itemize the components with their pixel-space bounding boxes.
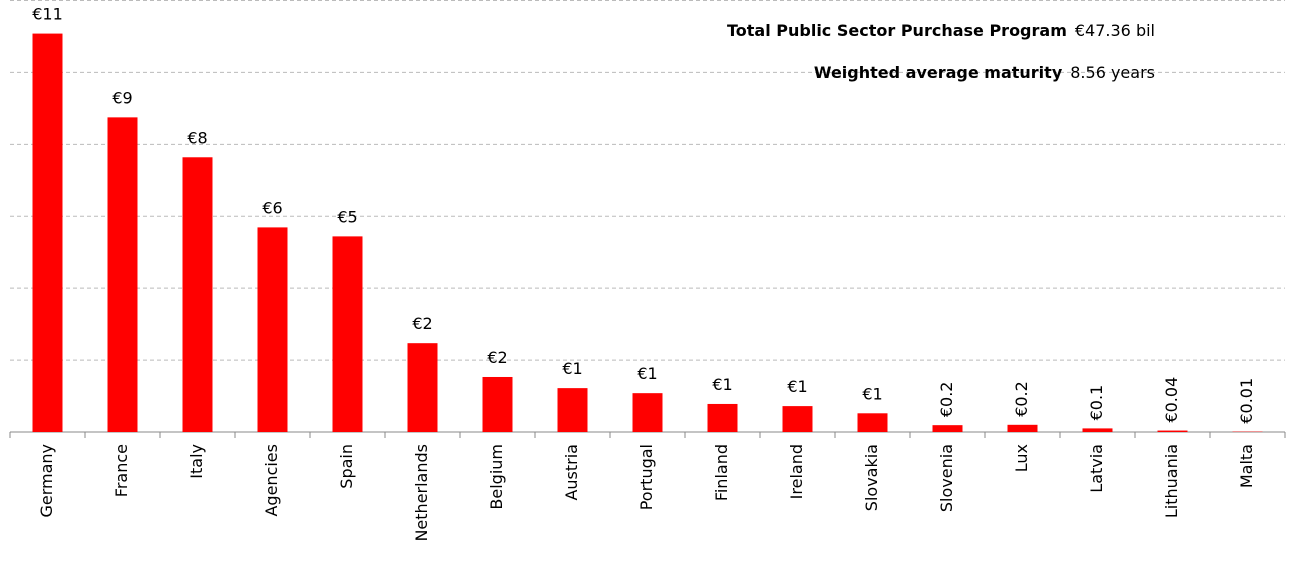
bar: [257, 227, 288, 432]
bar: [932, 425, 963, 432]
bar: [1082, 428, 1113, 432]
x-tick-label: Lithuania: [1162, 444, 1181, 518]
annotation-value: €47.36 bil: [1075, 21, 1155, 40]
annotation: Weighted average maturity 8.56 years: [814, 63, 1155, 82]
x-tick-label: Italy: [187, 444, 206, 479]
value-label: €2: [412, 314, 432, 333]
value-label: €1: [862, 384, 882, 403]
value-label: €9: [112, 88, 132, 107]
bar: [782, 406, 813, 432]
x-tick-label: Austria: [562, 444, 581, 501]
value-label: €5: [337, 207, 357, 226]
x-tick-label: Slovenia: [937, 444, 956, 512]
value-label: €1: [562, 359, 582, 378]
x-tick-label: Slovakia: [862, 444, 881, 511]
bar: [407, 343, 438, 432]
x-tick-label: Lux: [1012, 444, 1031, 472]
value-label: €6: [262, 198, 282, 217]
x-tick-label: Agencies: [262, 444, 281, 517]
bar: [632, 393, 663, 432]
x-tick-label: Netherlands: [412, 444, 431, 542]
bar: [482, 376, 513, 432]
bar: [857, 413, 888, 432]
bar: [1157, 430, 1188, 432]
x-tick-label: Ireland: [787, 444, 806, 499]
x-tick-label: Germany: [37, 444, 56, 518]
value-label: €8: [187, 128, 207, 147]
annotation-value: 8.56 years: [1070, 63, 1155, 82]
x-tick-label: Finland: [712, 444, 731, 501]
annotation-label: Weighted average maturity: [814, 63, 1063, 82]
x-tick-label: Latvia: [1087, 444, 1106, 493]
bar: [1007, 424, 1038, 432]
value-label: €0.1: [1087, 385, 1106, 421]
value-label: €1: [712, 375, 732, 394]
bar: [557, 388, 588, 432]
bar: [32, 33, 63, 432]
bar: [182, 157, 213, 433]
value-label: €1: [637, 364, 657, 383]
value-label: €0.04: [1162, 377, 1181, 423]
value-label: €2: [487, 348, 507, 367]
x-tick-label: Malta: [1237, 444, 1256, 488]
bar: [332, 236, 363, 432]
value-label: €0.2: [937, 382, 956, 418]
value-label: €1: [787, 377, 807, 396]
value-label: €11: [32, 5, 63, 24]
annotation: Total Public Sector Purchase Program €47.…: [727, 21, 1155, 40]
x-tick-label: Belgium: [487, 444, 506, 510]
x-tick-label: France: [112, 444, 131, 497]
bar: [107, 117, 138, 432]
x-tick-label: Spain: [337, 444, 356, 489]
x-tick-label: Portugal: [637, 444, 656, 510]
value-label: €0.2: [1012, 381, 1031, 417]
bar: [707, 403, 738, 432]
value-label: €0.01: [1237, 378, 1256, 424]
annotation-label: Total Public Sector Purchase Program: [727, 21, 1067, 40]
